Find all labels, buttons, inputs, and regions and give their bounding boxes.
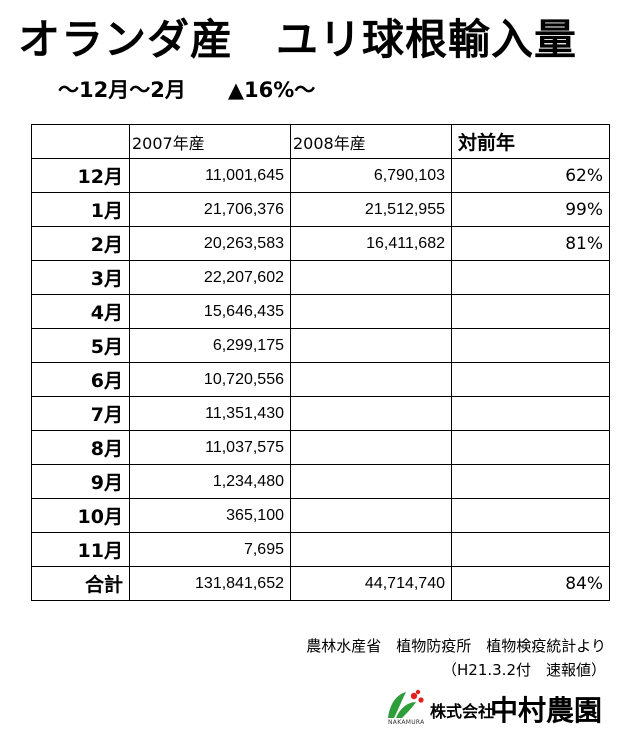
month-cell: 8月 [31,430,130,465]
month-cell: 4月 [31,294,130,329]
table-row: 3月 22,207,602 [31,260,610,295]
value-2007-cell: 6,299,175 [129,328,291,363]
ratio-cell [451,532,610,567]
month-cell: 7月 [31,396,130,431]
value-2007-cell: 131,841,652 [129,566,291,601]
ratio-cell [451,260,610,295]
logo-company-name: 中村農園 [490,694,603,727]
value-2007-cell: 22,207,602 [129,260,291,295]
company-logo: NAKAMURA 株式会社 中村農園 [384,688,604,728]
month-cell: 6月 [31,362,130,397]
logo-company-type: 株式会社 [430,702,495,721]
value-2008-cell: 21,512,955 [290,192,452,227]
value-2007-cell: 10,720,556 [129,362,291,397]
value-2008-cell [290,464,452,499]
value-2007-cell: 11,001,645 [129,158,291,193]
value-2008-cell [290,328,452,363]
value-2008-cell [290,430,452,465]
value-2007-cell: 7,695 [129,532,291,567]
table-row: 1月 21,706,376 21,512,955 99% [31,192,610,227]
ratio-cell: 81% [451,226,610,261]
month-cell: 12月 [31,158,130,193]
month-cell: 5月 [31,328,130,363]
month-cell: 1月 [31,192,130,227]
header-2008: 2008年産 [290,124,452,159]
logo-roman-text: NAKAMURA [388,719,425,726]
ratio-cell [451,294,610,329]
ratio-cell: 62% [451,158,610,193]
table-row: 合計 131,841,652 44,714,740 84% [31,566,610,601]
value-2008-cell [290,498,452,533]
ratio-cell [451,396,610,431]
table-body: 12月 11,001,645 6,790,103 62% 1月 21,706,376 21,… [31,158,610,601]
value-2008-cell: 44,714,740 [290,566,452,601]
month-cell: 10月 [31,498,130,533]
header-month [31,124,130,159]
ratio-cell [451,498,610,533]
value-2008-cell [290,294,452,329]
table-row: 9月 1,234,480 [31,464,610,499]
table-row: 7月 11,351,430 [31,396,610,431]
ratio-cell [451,362,610,397]
table-row: 5月 6,299,175 [31,328,610,363]
value-2008-cell [290,532,452,567]
value-2007-cell: 15,646,435 [129,294,291,329]
table-row: 6月 10,720,556 [31,362,610,397]
month-cell: 合計 [31,566,130,601]
value-2008-cell: 16,411,682 [290,226,452,261]
import-volume-table: 2007年産 2008年産 対前年 12月 11,001,645 6,790,103… [31,124,610,601]
page-title: オランダ産 ユリ球根輸入量 [18,15,578,64]
source-line-1: 農林水産省 植物防疫所 植物検疫統計より [306,637,606,655]
month-cell: 11月 [31,532,130,567]
table-row: 11月 7,695 [31,532,610,567]
value-2007-cell: 1,234,480 [129,464,291,499]
table-row: 10月 365,100 [31,498,610,533]
source-line-2: （H21.3.2付 速報値） [442,661,606,679]
nakamura-logo-mark-icon [388,689,424,718]
ratio-cell: 99% [451,192,610,227]
table-row: 2月 20,263,583 16,411,682 81% [31,226,610,261]
value-2008-cell: 6,790,103 [290,158,452,193]
table-header-row: 2007年産 2008年産 対前年 [31,124,610,159]
value-2007-cell: 20,263,583 [129,226,291,261]
value-2007-cell: 365,100 [129,498,291,533]
header-ratio: 対前年 [451,124,610,159]
table-row: 8月 11,037,575 [31,430,610,465]
month-cell: 2月 [31,226,130,261]
value-2008-cell [290,362,452,397]
period-subtitle: ～12月～2月 ▲16%～ [58,78,316,102]
value-2007-cell: 11,037,575 [129,430,291,465]
table-row: 12月 11,001,645 6,790,103 62% [31,158,610,193]
month-cell: 3月 [31,260,130,295]
value-2008-cell [290,396,452,431]
month-cell: 9月 [31,464,130,499]
source-note: 農林水産省 植物防疫所 植物検疫統計より （H21.3.2付 速報値） [306,634,606,682]
value-2008-cell [290,260,452,295]
ratio-cell [451,328,610,363]
header-2007: 2007年産 [129,124,291,159]
ratio-cell: 84% [451,566,610,601]
value-2007-cell: 21,706,376 [129,192,291,227]
value-2007-cell: 11,351,430 [129,396,291,431]
table-row: 4月 15,646,435 [31,294,610,329]
ratio-cell [451,464,610,499]
ratio-cell [451,430,610,465]
